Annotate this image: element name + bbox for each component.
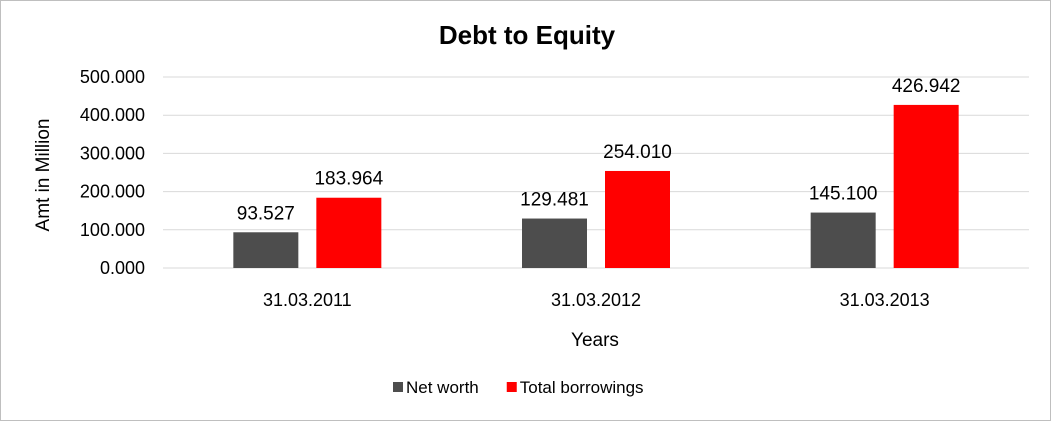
data-label: 145.100 <box>809 184 878 205</box>
bar <box>605 170 670 268</box>
y-axis-ticks: 0.000 100.000 200.000 300.000 400.000 500.000 <box>80 67 145 278</box>
data-label: 426.942 <box>892 76 961 97</box>
x-tick-label: 31.03.2011 <box>263 290 352 310</box>
y-tick-label: 300.000 <box>80 143 145 163</box>
bar <box>810 212 876 268</box>
y-tick-label: 500.000 <box>80 67 145 87</box>
data-label: 93.527 <box>237 203 295 224</box>
bar <box>316 197 382 268</box>
data-label: 129.481 <box>520 190 589 211</box>
y-axis-title: Amt in Million <box>33 119 54 232</box>
legend: Net worth Total borrowings <box>393 378 644 397</box>
x-axis-title: Years <box>571 330 619 351</box>
x-tick-label: 31.03.2012 <box>551 290 641 310</box>
gridlines <box>163 76 1029 269</box>
data-labels: 93.527 183.964 129.481 254.010 145.100 426.94… <box>237 76 961 224</box>
legend-label: Total borrowings <box>520 378 644 397</box>
bars <box>233 104 959 268</box>
bar <box>233 232 299 268</box>
chart-title: Debt to Equity <box>439 20 616 50</box>
x-axis-ticks: 31.03.2011 31.03.2012 31.03.2013 <box>263 290 930 310</box>
legend-swatch <box>506 382 517 392</box>
y-tick-label: 100.000 <box>80 220 145 240</box>
legend-label: Net worth <box>406 378 479 397</box>
data-label: 183.964 <box>314 169 383 190</box>
y-tick-label: 400.000 <box>80 105 145 125</box>
x-tick-label: 31.03.2013 <box>840 290 930 310</box>
bar <box>522 218 587 268</box>
bar <box>893 104 959 268</box>
y-tick-label: 200.000 <box>80 182 145 202</box>
legend-swatch <box>393 382 403 392</box>
y-tick-label: 0.000 <box>100 258 145 278</box>
data-label: 254.010 <box>603 142 672 163</box>
